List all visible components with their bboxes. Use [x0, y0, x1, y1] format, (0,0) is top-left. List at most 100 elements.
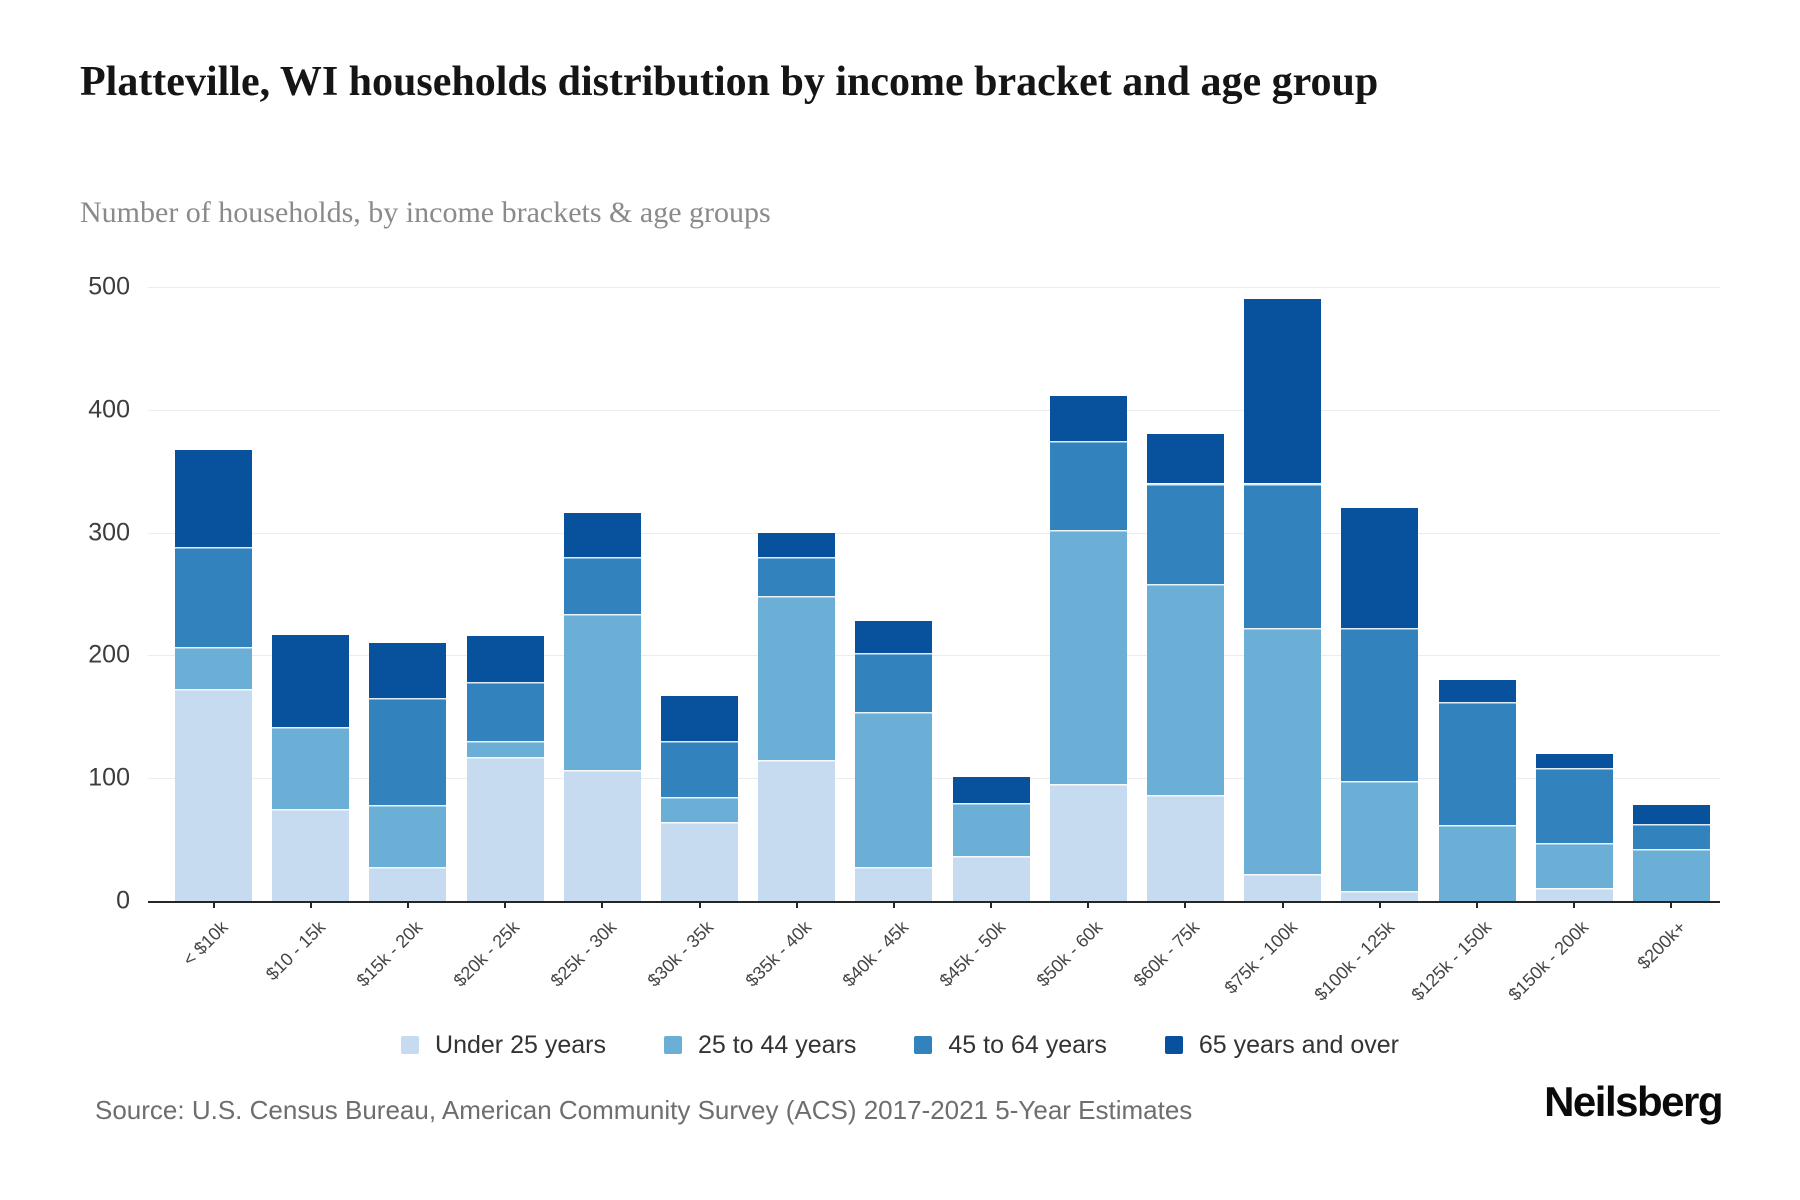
bar-segment[interactable]	[1341, 891, 1419, 901]
axis-tick	[309, 901, 312, 908]
x-axis-label: < $10k	[179, 917, 232, 970]
bar-segment[interactable]	[1049, 784, 1127, 901]
bar-segment[interactable]	[855, 711, 933, 867]
bar-segment[interactable]	[1341, 780, 1419, 892]
x-axis-label: $75k - 100k	[1220, 917, 1301, 998]
bar-segment[interactable]	[758, 532, 836, 558]
bar-segment[interactable]	[563, 557, 641, 614]
axis-tick	[990, 901, 993, 908]
page-title: Platteville, WI households distribution …	[80, 59, 1379, 105]
legend-item[interactable]: 65 years and over	[1164, 1030, 1399, 1060]
y-gridline	[148, 287, 1720, 288]
x-axis-label: $35k - 40k	[741, 917, 815, 991]
legend-item[interactable]: Under 25 years	[401, 1031, 606, 1060]
bar-segment[interactable]	[1341, 628, 1419, 781]
bar-segment[interactable]	[1632, 849, 1710, 901]
bar-segment[interactable]	[952, 776, 1030, 803]
bar-segment[interactable]	[272, 634, 350, 727]
bar-segment[interactable]	[758, 596, 836, 760]
bar-segment[interactable]	[1438, 824, 1516, 901]
bar-group	[758, 240, 836, 901]
bar-segment[interactable]	[466, 635, 544, 683]
bar-group	[952, 240, 1030, 901]
bar-segment[interactable]	[952, 855, 1030, 901]
bar-segment[interactable]	[1535, 753, 1613, 769]
bar-segment[interactable]	[1146, 584, 1224, 796]
bar-segment[interactable]	[175, 547, 253, 647]
bar-segment[interactable]	[272, 726, 350, 809]
bar-segment[interactable]	[466, 682, 544, 742]
axis-tick	[601, 901, 604, 908]
bar-segment[interactable]	[855, 621, 933, 653]
x-axis-label: $45k - 50k	[935, 917, 1010, 991]
legend-label: Under 25 years	[435, 1030, 606, 1059]
bar-segment[interactable]	[952, 802, 1030, 856]
page-subtitle: Number of households, by income brackets…	[80, 196, 771, 229]
bar-segment[interactable]	[1632, 805, 1710, 824]
bar-segment[interactable]	[661, 822, 739, 901]
bar-segment[interactable]	[1244, 873, 1322, 901]
bar-segment[interactable]	[1244, 299, 1322, 484]
bar-segment[interactable]	[369, 698, 447, 806]
bar-segment[interactable]	[1438, 702, 1516, 825]
bar-segment[interactable]	[1146, 434, 1224, 484]
bar-segment[interactable]	[661, 741, 739, 797]
bar-group	[1244, 240, 1322, 901]
x-axis-label: $40k - 45k	[838, 917, 913, 991]
x-axis-label: $50k - 60k	[1032, 917, 1107, 991]
bar-segment[interactable]	[1535, 887, 1613, 901]
bar-segment[interactable]	[1632, 823, 1710, 850]
legend-swatch	[914, 1036, 933, 1054]
bar-segment[interactable]	[1341, 508, 1419, 629]
bar-segment[interactable]	[1244, 628, 1322, 874]
bar-segment[interactable]	[466, 757, 544, 901]
bar-segment[interactable]	[369, 805, 447, 867]
bar-segment[interactable]	[272, 808, 350, 901]
bar-group	[272, 240, 350, 901]
bar-segment[interactable]	[1535, 843, 1613, 888]
bar-segment[interactable]	[1244, 483, 1322, 629]
bar-segment[interactable]	[1049, 440, 1127, 531]
bar-group	[855, 240, 933, 901]
bar-segment[interactable]	[855, 866, 933, 901]
bar-segment[interactable]	[369, 866, 447, 901]
axis-tick	[212, 901, 215, 908]
y-axis-tick-label: 300	[88, 518, 130, 547]
bar-group	[369, 240, 447, 901]
legend-item[interactable]: 45 to 64 years	[914, 1031, 1107, 1060]
bar-segment[interactable]	[1146, 483, 1224, 585]
bar-segment[interactable]	[661, 796, 739, 823]
x-axis-label: $25k - 30k	[546, 917, 621, 991]
bar-segment[interactable]	[1438, 679, 1516, 703]
bar-segment[interactable]	[175, 688, 253, 901]
bar-segment[interactable]	[855, 652, 933, 712]
bar-segment[interactable]	[369, 643, 447, 699]
bar-segment[interactable]	[1049, 530, 1127, 785]
axis-tick	[1476, 901, 1479, 908]
bar-segment[interactable]	[466, 741, 544, 758]
legend-label: 65 years and over	[1198, 1030, 1399, 1059]
bar-group	[1146, 240, 1224, 901]
y-gridline	[148, 409, 1720, 411]
bar-segment[interactable]	[563, 769, 641, 901]
bar-segment[interactable]	[1535, 768, 1613, 844]
bar-segment[interactable]	[175, 646, 253, 689]
bar-segment[interactable]	[758, 759, 836, 901]
bar-segment[interactable]	[661, 695, 739, 742]
legend: Under 25 years 25 to 44 years 45 to 64 yea…	[0, 1025, 1800, 1065]
axis-tick	[795, 901, 798, 908]
bar-group	[175, 240, 253, 901]
y-axis-tick-label: 400	[88, 395, 130, 424]
bar-segment[interactable]	[563, 512, 641, 558]
bar-segment[interactable]	[175, 450, 253, 548]
x-axis-label: $30k - 35k	[644, 917, 718, 991]
bar-segment[interactable]	[1049, 396, 1127, 441]
bar-group	[1632, 240, 1710, 901]
stacked-bar-chart: 0 100 200 300 400 500 < $10k $10 - 15k $15k - 20…	[0, 240, 1800, 1030]
bar-segment[interactable]	[1146, 795, 1224, 901]
bar-segment[interactable]	[758, 557, 836, 597]
x-axis-label: $150k - 200k	[1504, 917, 1593, 1005]
x-axis-label: $125k - 150k	[1407, 917, 1496, 1005]
bar-segment[interactable]	[563, 613, 641, 770]
legend-item[interactable]: 25 to 44 years	[663, 1031, 856, 1060]
